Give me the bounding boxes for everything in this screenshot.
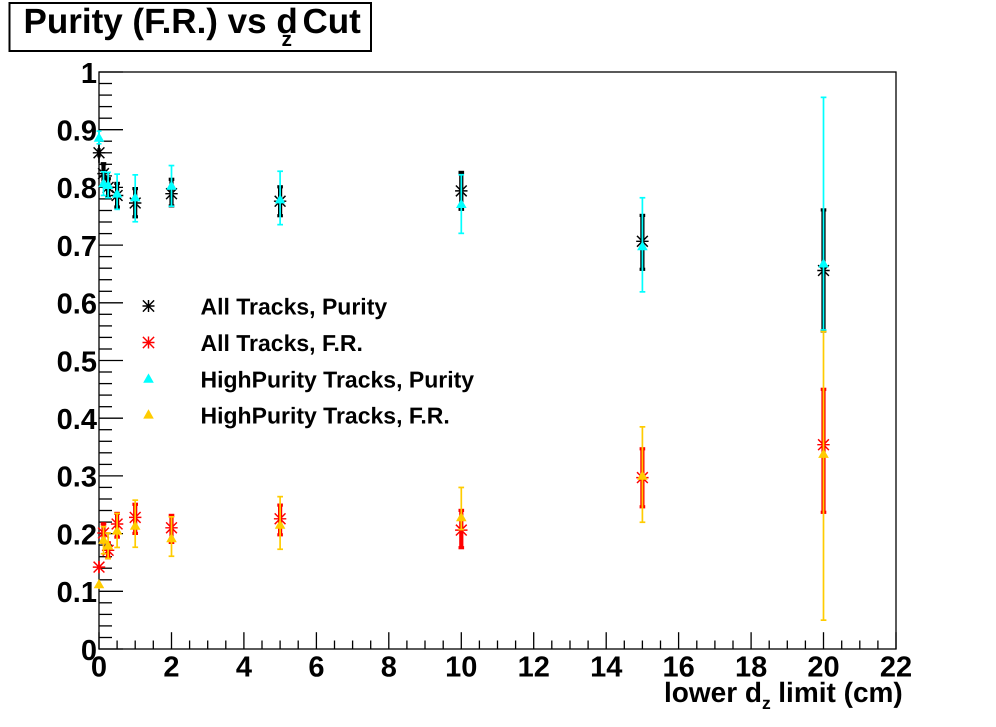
- svg-text:0.3: 0.3: [57, 462, 97, 494]
- svg-text:4: 4: [236, 651, 252, 683]
- svg-text:18: 18: [735, 651, 767, 683]
- svg-text:10: 10: [445, 651, 477, 683]
- svg-text:14: 14: [590, 651, 622, 683]
- svg-text:0.5: 0.5: [57, 346, 97, 378]
- svg-text:0.4: 0.4: [57, 404, 97, 436]
- svg-text:1: 1: [81, 58, 97, 90]
- svg-text:Cut: Cut: [303, 2, 362, 41]
- svg-text:Purity (F.R.) vs d: Purity (F.R.) vs d: [24, 2, 298, 41]
- svg-text:All Tracks, F.R.: All Tracks, F.R.: [201, 330, 363, 356]
- svg-text:20: 20: [807, 651, 839, 683]
- svg-text:All Tracks, Purity: All Tracks, Purity: [201, 294, 388, 320]
- svg-text:0.9: 0.9: [57, 116, 97, 148]
- svg-text:z: z: [762, 693, 771, 713]
- svg-text:12: 12: [518, 651, 550, 683]
- svg-text:2: 2: [163, 651, 179, 683]
- svg-text:HighPurity Tracks, F.R.: HighPurity Tracks, F.R.: [201, 402, 450, 428]
- svg-text:0.2: 0.2: [57, 519, 97, 551]
- svg-text:0.7: 0.7: [57, 231, 97, 263]
- svg-text:limit (cm): limit (cm): [771, 677, 903, 708]
- svg-text:16: 16: [662, 651, 694, 683]
- svg-text:z: z: [282, 28, 293, 51]
- svg-text:0: 0: [91, 651, 107, 683]
- svg-text:22: 22: [880, 651, 912, 683]
- svg-text:0.6: 0.6: [57, 289, 97, 321]
- svg-text:0: 0: [81, 635, 97, 667]
- svg-text:8: 8: [381, 651, 397, 683]
- svg-text:HighPurity Tracks, Purity: HighPurity Tracks, Purity: [201, 366, 475, 392]
- svg-text:0.8: 0.8: [57, 173, 97, 205]
- svg-text:6: 6: [308, 651, 324, 683]
- svg-text:lower d: lower d: [664, 677, 762, 708]
- svg-text:0.1: 0.1: [57, 577, 97, 609]
